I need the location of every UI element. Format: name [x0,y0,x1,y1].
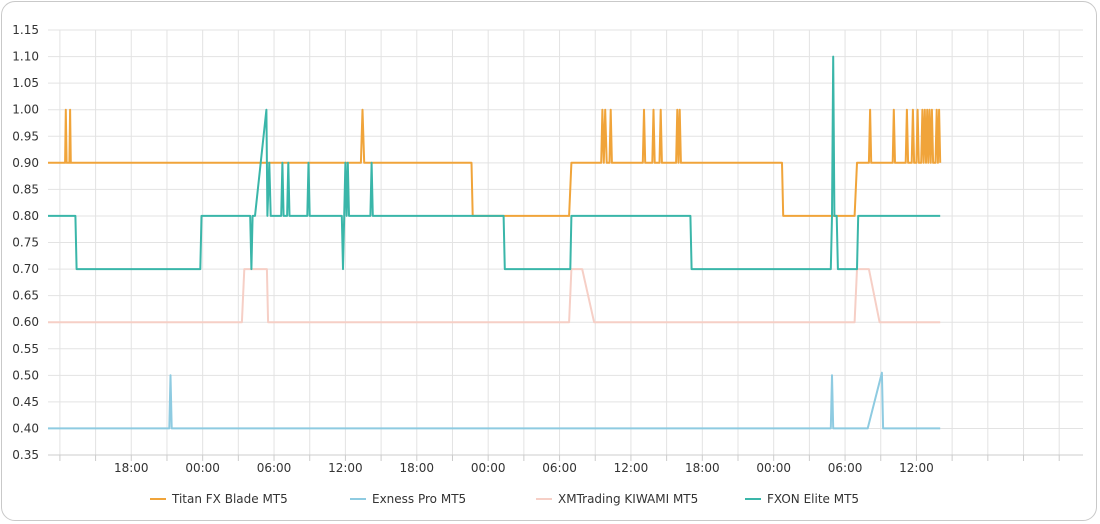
y-tick-label: 0.45 [12,395,39,409]
series-line-3 [48,55,941,271]
x-tick-label: 06:00 [257,461,292,475]
legend-item[interactable]: Exness Pro MT5 [350,492,466,506]
x-tick-label: 00:00 [756,461,791,475]
series-line-2 [48,268,941,324]
y-tick-label: 0.70 [12,262,39,276]
series-line-0 [48,108,942,217]
y-axis-ticks: 0.35 0.40 0.45 0.50 0.55 0.60 0.65 0.70 0.75 0.80… [12,23,39,462]
legend-item[interactable]: XMTrading KIWAMI MT5 [536,492,698,506]
series-line-1 [48,371,941,430]
x-tick-label: 00:00 [185,461,220,475]
series-lines [48,55,942,430]
y-tick-label: 0.80 [12,209,39,223]
x-tick-label: 06:00 [828,461,863,475]
y-tick-label: 0.60 [12,315,39,329]
legend-label: FXON Elite MT5 [767,492,859,506]
x-axis-ticks: 18:00 00:00 06:00 12:00 18:00 00:00 06:00 12:00… [59,455,1060,475]
y-tick-label: 1.10 [12,50,39,64]
x-tick-label: 18:00 [685,461,720,475]
legend-item[interactable]: FXON Elite MT5 [745,492,859,506]
legend-item[interactable]: Titan FX Blade MT5 [150,492,288,506]
y-tick-label: 0.55 [12,342,39,356]
y-tick-label: 0.35 [12,448,39,462]
x-tick-label: 12:00 [899,461,934,475]
x-tick-label: 00:00 [471,461,506,475]
y-tick-label: 0.85 [12,182,39,196]
y-tick-label: 0.40 [12,421,39,435]
y-tick-label: 0.65 [12,289,39,303]
x-tick-label: 12:00 [614,461,649,475]
y-tick-label: 1.15 [12,23,39,37]
legend-label: Titan FX Blade MT5 [171,492,288,506]
x-tick-label: 12:00 [328,461,363,475]
x-tick-label: 18:00 [399,461,434,475]
y-tick-label: 0.50 [12,368,39,382]
y-tick-label: 1.05 [12,76,39,90]
legend-label: XMTrading KIWAMI MT5 [558,492,698,506]
legend-label: Exness Pro MT5 [372,492,466,506]
x-tick-label: 06:00 [542,461,577,475]
y-tick-label: 0.90 [12,156,39,170]
legend: Titan FX Blade MT5 Exness Pro MT5 XMTradin… [150,492,859,506]
y-tick-label: 1.00 [12,103,39,117]
y-tick-label: 0.95 [12,129,39,143]
x-tick-label: 18:00 [114,461,149,475]
grid-lines [48,29,1083,456]
y-tick-label: 0.75 [12,236,39,250]
